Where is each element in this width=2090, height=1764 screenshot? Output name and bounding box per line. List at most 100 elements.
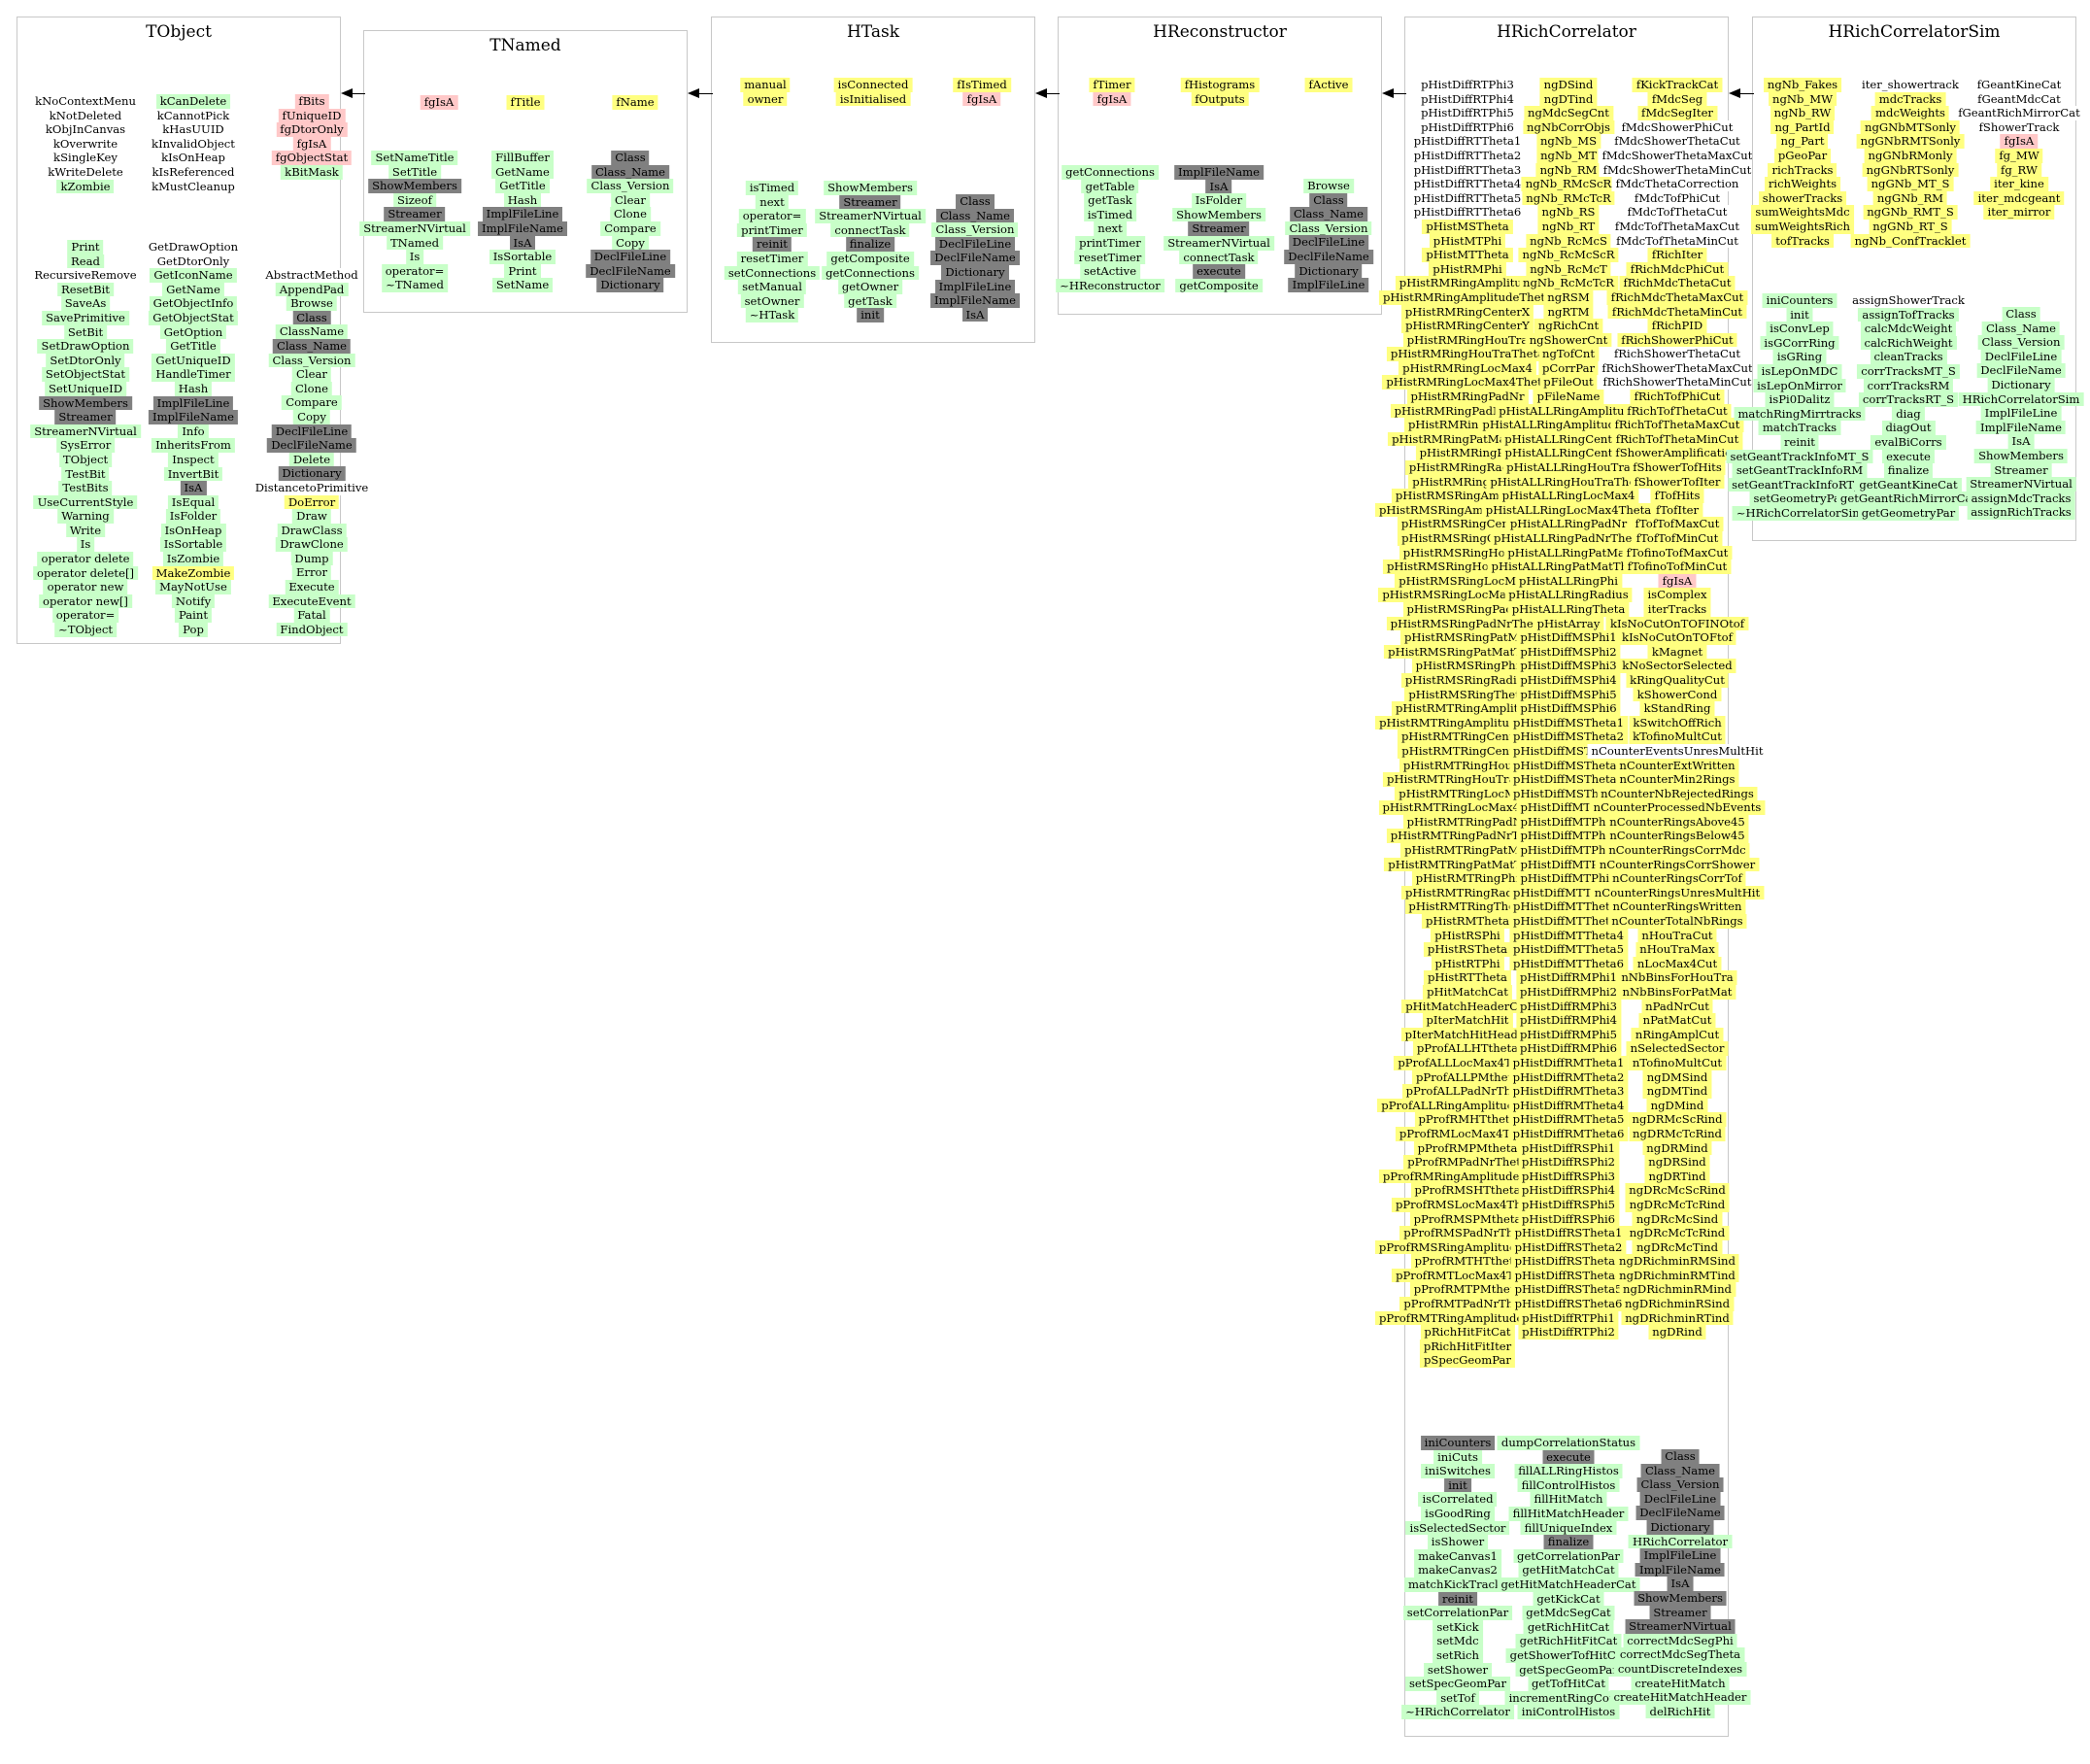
class-member: AppendPad (275, 282, 349, 297)
class-member: pHistALLRingPhi (1515, 573, 1622, 589)
class-member: getTask (844, 293, 896, 309)
class-member: fRichMdcPhiCut (1626, 261, 1729, 277)
class-member: ngGNbRTSonly (1862, 162, 1959, 178)
class-member: pHistDiffMTPhi4 (1516, 843, 1621, 858)
class-member: TestBits (58, 481, 113, 495)
class-member: fillHitMatchHeader (1508, 1506, 1629, 1521)
class-member: pHistDiffRTTheta3 (1409, 162, 1526, 178)
class-member: calcRichWeight (1860, 335, 1957, 351)
class-member: TestBit (61, 466, 110, 482)
class-member: pHistDiffMTTheta2 (1509, 899, 1628, 915)
class-member: pHistRMSRingPatMatTheta (1384, 644, 1551, 660)
class-member: DeclFileName (1976, 363, 2066, 378)
class-member: kHasUUID (158, 122, 228, 137)
class-member: kMagnet (1647, 644, 1707, 660)
class-member: pHistDiffRSPhi4 (1517, 1183, 1620, 1198)
class-member: GetOption (159, 324, 227, 340)
class-member: Hash (174, 381, 213, 396)
class-member: Execute (285, 580, 339, 594)
class-member: Streamer (839, 194, 901, 210)
class-member: fMdcTofPhiCut (1630, 190, 1725, 206)
class-member: Class_Name (935, 208, 1015, 223)
class-member: pHistRMRingHouTra (1402, 332, 1533, 348)
class-member: kNoContextMenu (31, 94, 140, 109)
class-member: Inspect (168, 452, 219, 467)
class-member: pHistALLRingPadNrTheta (1490, 531, 1647, 546)
class-member: Clone (610, 207, 651, 221)
class-member: StreamerNVirtual (1966, 477, 2076, 492)
class-member: kInvalidObject (148, 136, 239, 152)
class-member: IsFolder (1191, 193, 1247, 208)
class-member: execute (1542, 1449, 1595, 1465)
class-member: kObjInCanvas (41, 122, 130, 137)
class-member: getComposite (1175, 278, 1263, 293)
class-member: pHistRMRingLocMax4Theta (1382, 375, 1553, 390)
class-member: pHistDiffRMPhi6 (1515, 1041, 1622, 1056)
class-member: pHistRMSRingPadNr (1402, 601, 1533, 617)
class-member: Sizeof (393, 192, 436, 208)
class-member: fgIsA (1093, 91, 1131, 107)
class-member: pHistDiffRMTheta5 (1508, 1112, 1629, 1127)
class-member: ImplFileLine (482, 207, 563, 221)
class-member: pHistDiffMTPhi3 (1516, 829, 1621, 844)
class-member: Dictionary (278, 466, 346, 481)
class-member: fTimer (1089, 78, 1135, 92)
class-member: ngNb_RcMcS (1526, 233, 1611, 249)
class-member: GetIconName (150, 268, 237, 283)
class-member: Streamer (1188, 221, 1250, 236)
class-member: ImplFileName (478, 220, 567, 236)
class-member: Class_Version (1636, 1477, 1724, 1492)
class-title-tnamed: TNamed (489, 36, 561, 55)
class-member: pHistRMTRingRadius (1401, 885, 1534, 900)
class-member: getKickCat (1533, 1591, 1604, 1607)
class-member: fRichTofThetaMinCut (1611, 431, 1743, 447)
class-member: Streamer (1649, 1605, 1711, 1620)
class-member: fMdcSeg (1647, 91, 1707, 107)
class-member: fRichMdcThetaCut (1619, 276, 1736, 290)
class-member: diag (1892, 406, 1925, 422)
class-member: ImplFileName (1635, 1562, 1725, 1577)
class-member: pHistALLRingCenterY (1500, 446, 1636, 461)
class-member: nCounterRingsCorrShower (1595, 857, 1760, 872)
class-member: operator= (738, 209, 806, 223)
class-member: manual (740, 78, 791, 92)
arrowhead-icon (1035, 88, 1047, 98)
class-member: pHistDiffRSPhi1 (1517, 1140, 1620, 1156)
class-member: pProfRMTPadNrTheta (1399, 1297, 1535, 1311)
class-member: ~HRichCorrelator (1401, 1705, 1514, 1719)
class-member: Is (405, 250, 424, 264)
class-member: nCounterProcessedNbEvents (1589, 800, 1766, 815)
class-member: isConnected (833, 78, 913, 92)
class-member: InheritsFrom (152, 438, 235, 453)
class-member: SetDrawOption (37, 339, 134, 354)
class-box-htask: HTask manual owner isConnected isInitialise… (711, 17, 1035, 343)
class-member: SavePrimitive (42, 310, 129, 325)
class-member: IsEqual (167, 494, 219, 510)
class-member: pHistDiffMSTheta2 (1509, 729, 1628, 744)
class-member: Copy (293, 409, 330, 424)
class-member: Clone (291, 381, 332, 396)
class-member: nNbBinsForHouTra (1617, 970, 1737, 985)
class-member: ngNb_ConfTracklet (1850, 233, 1971, 249)
class-member: pHistArray (1533, 616, 1604, 631)
class-member: setKick (1433, 1619, 1483, 1635)
class-member: pHistALLRingLocMax4 (1498, 489, 1639, 503)
inheritance-arrow-htask-tnamed (688, 88, 713, 98)
class-member: kShowerCond (1633, 687, 1722, 702)
class-member: pHistDiffMSTheta4 (1509, 758, 1628, 773)
class-member: pHistRMTRingPatMatTheta (1384, 857, 1551, 872)
class-member: ShowMembers (1172, 207, 1265, 222)
class-member: fTitle (506, 95, 545, 110)
class-member: fTofTofMaxCut (1631, 517, 1724, 531)
htask-member-column: Class Class_Name Class_Version DeclFileLine… (930, 194, 1020, 322)
class-member: Warning (57, 509, 114, 524)
class-member: fMdcShowerThetaMaxCut (1598, 148, 1757, 163)
class-member: createHitMatchHeader (1609, 1690, 1751, 1705)
class-member: pHistRMRingRadius (1404, 460, 1531, 475)
class-member: ~TNamed (382, 278, 448, 292)
hreconstructor-member-column: Browse Class Class_Name Class_Version DeclFi… (1284, 179, 1373, 292)
class-member: ~HTask (745, 308, 799, 322)
class-member: isTimed (745, 181, 799, 195)
class-member: pHistRTTheta (1424, 970, 1511, 985)
